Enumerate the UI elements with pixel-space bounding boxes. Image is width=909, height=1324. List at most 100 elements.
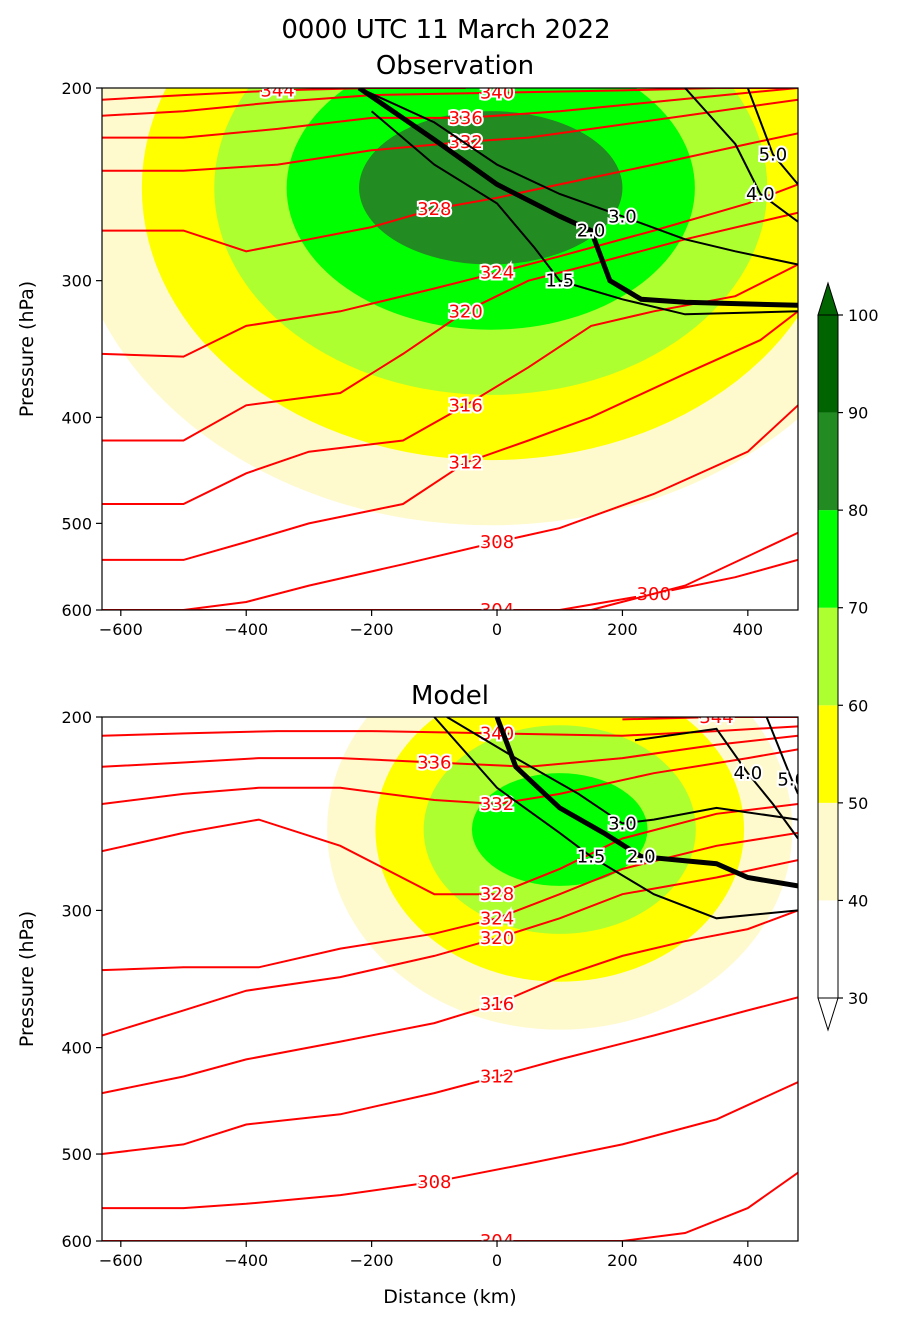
- wind-contour-5: [746, 88, 798, 186]
- y-tick-label: 500: [61, 1145, 92, 1164]
- colorbar-tick-label: 70: [848, 599, 868, 618]
- wind-contour-3: [446, 717, 798, 825]
- x-tick-label: 0: [492, 1251, 502, 1270]
- theta-contour-332: [102, 98, 798, 172]
- colorbar-tick-label: 30: [848, 989, 868, 1008]
- theta-label-336: 336: [448, 108, 482, 129]
- theta-contour-344: [102, 88, 466, 101]
- wind-contour-5: [765, 717, 798, 795]
- y-tick-label: 600: [61, 601, 92, 620]
- axes-frame: [101, 716, 799, 1242]
- wind-contour-4: [634, 727, 798, 840]
- theta-contour-316: [102, 263, 798, 505]
- theta-contour-328: [102, 803, 798, 896]
- colorbar-tick-label: 50: [848, 794, 868, 813]
- figure-title: 0000 UTC 11 March 2022: [281, 15, 610, 45]
- y-tick-label: 500: [61, 514, 92, 533]
- wind-label-2: 2.0: [627, 847, 656, 868]
- wind-label-5: 5.0: [759, 144, 788, 165]
- y-tick-label: 300: [61, 901, 92, 920]
- theta-contour-312: [102, 996, 798, 1155]
- theta-contour-320: [102, 859, 798, 1037]
- y-tick-label: 200: [61, 708, 92, 727]
- theta-contour-320: [102, 211, 798, 442]
- x-tick-label: 0: [492, 620, 502, 639]
- wind-label-1.5: 1.5: [577, 847, 606, 868]
- colorbar-tick-label: 40: [848, 891, 868, 910]
- theta-label-344: 344: [260, 80, 294, 101]
- theta-contour-316: [102, 909, 798, 1095]
- wind-label-4: 4.0: [734, 763, 763, 784]
- colorbar-swatch: [818, 705, 838, 803]
- theta-contour-308: [102, 1081, 798, 1210]
- theta-contour-344: [622, 717, 798, 721]
- x-tick-label: −600: [99, 620, 143, 639]
- plot-area: 3003043083123163203243283323363403441.52…: [102, 80, 798, 621]
- colorbar-tick-label: 60: [848, 696, 868, 715]
- wind-contour-2: [357, 88, 798, 308]
- wind-label-1.5: 1.5: [545, 271, 574, 292]
- axes-frame: [101, 87, 799, 611]
- colorbar-swatch: [818, 607, 838, 706]
- colorbar: 30 40 50 60 70 80 90 100: [817, 281, 879, 1032]
- theta-label-312: 312: [448, 453, 482, 474]
- y-tick-label: 400: [61, 408, 92, 427]
- wind-label-4: 4.0: [746, 184, 775, 205]
- wind-contour-2: [494, 717, 798, 889]
- theta-label-340: 340: [480, 83, 514, 104]
- theta-label-316: 316: [480, 994, 514, 1015]
- x-tick-label: 200: [607, 620, 638, 639]
- theta-label-336: 336: [417, 752, 451, 773]
- theta-label-316: 316: [448, 395, 482, 416]
- x-tick-label: 400: [733, 1251, 764, 1270]
- theta-contour-336: [102, 88, 798, 139]
- observation-panel: 3003043083123163203243283323363403441.52…: [16, 79, 799, 639]
- wind-contour-3: [358, 88, 798, 266]
- theta-contour-336: [102, 734, 798, 768]
- x-tick-label: −400: [224, 1251, 268, 1270]
- colorbar-swatch: [818, 900, 838, 998]
- x-tick-label: −600: [99, 1251, 143, 1270]
- colorbar-extend-max: [817, 281, 839, 316]
- x-tick-label: −400: [224, 620, 268, 639]
- theta-contour-304: [102, 531, 798, 610]
- y-axis-label: Pressure (hPa): [16, 911, 38, 1047]
- theta-label-344: 344: [699, 707, 733, 728]
- x-axis-label: Distance (km): [383, 1286, 516, 1308]
- theta-contour-328: [102, 132, 798, 253]
- theta-contour-312: [102, 310, 798, 561]
- y-tick-label: 200: [61, 79, 92, 98]
- colorbar-extend-min: [817, 997, 839, 1032]
- wind-contour-4: [684, 88, 798, 223]
- panel-title-observation: Observation: [376, 51, 534, 81]
- wind-contour-1.5: [433, 717, 798, 920]
- colorbar-swatch: [818, 412, 838, 511]
- theta-label-308: 308: [417, 1172, 451, 1193]
- x-tick-label: 400: [733, 620, 764, 639]
- theta-label-328: 328: [417, 199, 451, 220]
- wind-label-3: 3.0: [608, 206, 637, 227]
- theta-contour-304: [102, 1171, 798, 1241]
- colorbar-frame: [817, 314, 839, 999]
- theta-label-304: 304: [480, 1231, 514, 1252]
- colorbar-swatch: [818, 802, 838, 901]
- theta-label-340: 340: [480, 723, 514, 744]
- colorbar-tick-label: 90: [848, 404, 868, 423]
- theta-label-312: 312: [480, 1067, 514, 1088]
- colorbar-tick-label: 80: [848, 501, 868, 520]
- y-axis-label: Pressure (hPa): [16, 281, 38, 417]
- wind-label-2: 2.0: [577, 221, 606, 242]
- theta-label-320: 320: [448, 301, 482, 322]
- theta-label-320: 320: [480, 928, 514, 949]
- y-tick-label: 400: [61, 1039, 92, 1058]
- x-tick-label: −200: [350, 620, 394, 639]
- x-tick-label: 200: [607, 1251, 638, 1270]
- fill-band-80: [359, 111, 623, 265]
- theta-label-304: 304: [480, 600, 514, 621]
- theta-label-324: 324: [480, 908, 514, 929]
- theta-label-328: 328: [480, 884, 514, 905]
- x-tick-label: −200: [350, 1251, 394, 1270]
